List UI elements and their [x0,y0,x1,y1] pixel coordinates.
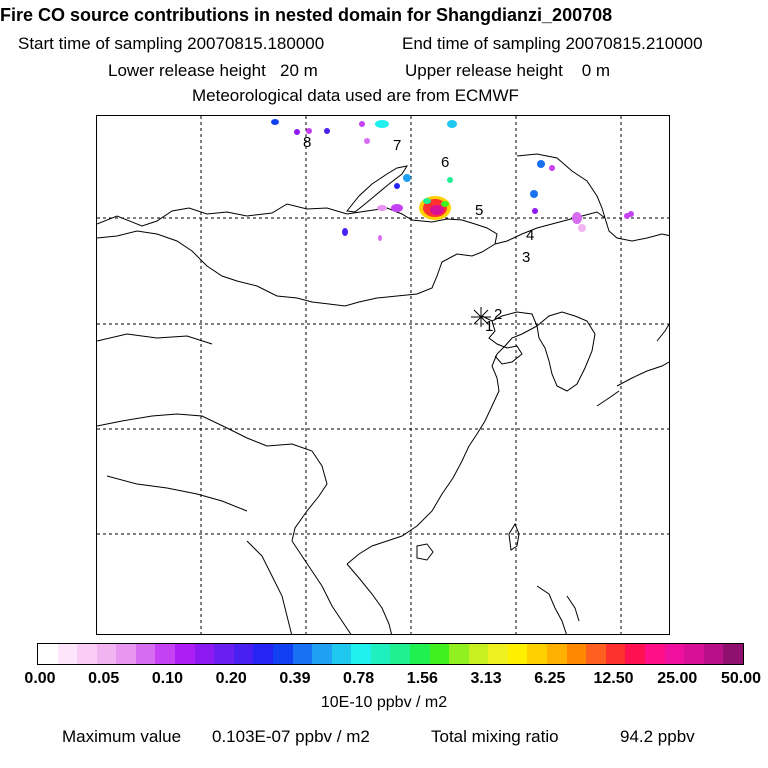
colorbar-tick-label: 3.13 [470,670,502,687]
colorbar-cell [664,644,685,664]
colorbar-cell [684,644,704,664]
colorbar-cell [233,644,254,664]
maximum-value: 0.103E-07 ppbv / m2 [212,727,370,746]
colorbar-cell [723,644,743,664]
colorbar-cell [116,644,136,664]
colorbar-tick-label: 0.78 [343,670,375,687]
colorbar-cell [566,644,587,664]
colorbar-cell [644,644,665,664]
map-gridlines [97,116,669,634]
colorbar-cell [312,644,332,664]
colorbar-cell [194,644,215,664]
colorbar-cell [292,644,313,664]
colorbar-cell [488,644,508,664]
colorbar-cell [547,644,567,664]
colorbar-cell [272,644,293,664]
colorbar-cell [409,644,430,664]
colorbar-cell [390,644,410,664]
colorbar-cell [214,644,234,664]
total-mixing-ratio-value: 94.2 ppbv [620,727,695,746]
map-point-label-5: 5 [475,202,483,219]
colorbar-tick-label: 50.00 [720,670,762,687]
colorbar-cell [253,644,273,664]
lower-release-height-label: Lower release height 20 m [108,61,318,80]
colorbar-cell [96,644,117,664]
colorbar [37,643,744,665]
colorbar-tick-label: 0.10 [151,670,184,687]
map-point-label-3: 3 [522,249,530,266]
map-title: Fire CO source contributions in nested d… [0,5,613,25]
total-mixing-ratio-label: Total mixing ratio [431,727,559,746]
colorbar-cell [370,644,391,664]
colorbar-cell [77,644,97,664]
colorbar-cell [57,644,78,664]
upper-release-height-label: Upper release height 0 m [405,61,611,80]
colorbar-tick-label: 1.56 [406,670,438,687]
start-time-label: Start time of sampling 20070815.180000 [18,34,325,53]
colorbar-cell [38,644,58,664]
colorbar-tick-label: 0.00 [24,670,56,687]
colorbar-cell [703,644,724,664]
colorbar-cell [625,644,645,664]
colorbar-cell [468,644,489,664]
meteorological-data-label: Meteorological data used are from ECMWF [192,86,519,105]
map-coastlines [97,153,669,634]
colorbar-tick-label: 0.39 [279,670,311,687]
colorbar-cell [449,644,469,664]
map-point-label-6: 6 [441,154,449,171]
colorbar-cell [135,644,156,664]
colorbar-cell [155,644,176,664]
map-point-label-2: 2 [494,306,502,323]
colorbar-unit-label: 10E-10 ppbv / m2 [320,694,448,711]
colorbar-cell [351,644,371,664]
end-time-label: End time of sampling 20070815.210000 [402,34,703,53]
colorbar-cell [605,644,626,664]
colorbar-tick-label: 0.20 [215,670,247,687]
star-icon [471,307,491,327]
colorbar-cell [527,644,548,664]
map-panel: 1 2 3 4 5 6 7 8 [96,115,670,635]
map-point-label-8: 8 [303,134,311,151]
colorbar-cell [175,644,195,664]
map-point-label-1: 1 [485,318,493,335]
colorbar-tick-label: 6.25 [534,670,566,687]
maximum-value-label: Maximum value [62,727,182,746]
map-point-label-7: 7 [393,137,401,154]
colorbar-tick-label: 12.50 [593,670,634,687]
colorbar-cell [586,644,606,664]
colorbar-cell [507,644,528,664]
map-point-label-4: 4 [526,227,534,244]
fire-co-plume [271,119,634,241]
colorbar-cell [429,644,450,664]
colorbar-tick-label: 0.05 [88,670,120,687]
map-canvas: 1 2 3 4 5 6 7 8 [97,116,669,634]
colorbar-tick-label: 25.00 [657,670,698,687]
colorbar-cell [331,644,352,664]
